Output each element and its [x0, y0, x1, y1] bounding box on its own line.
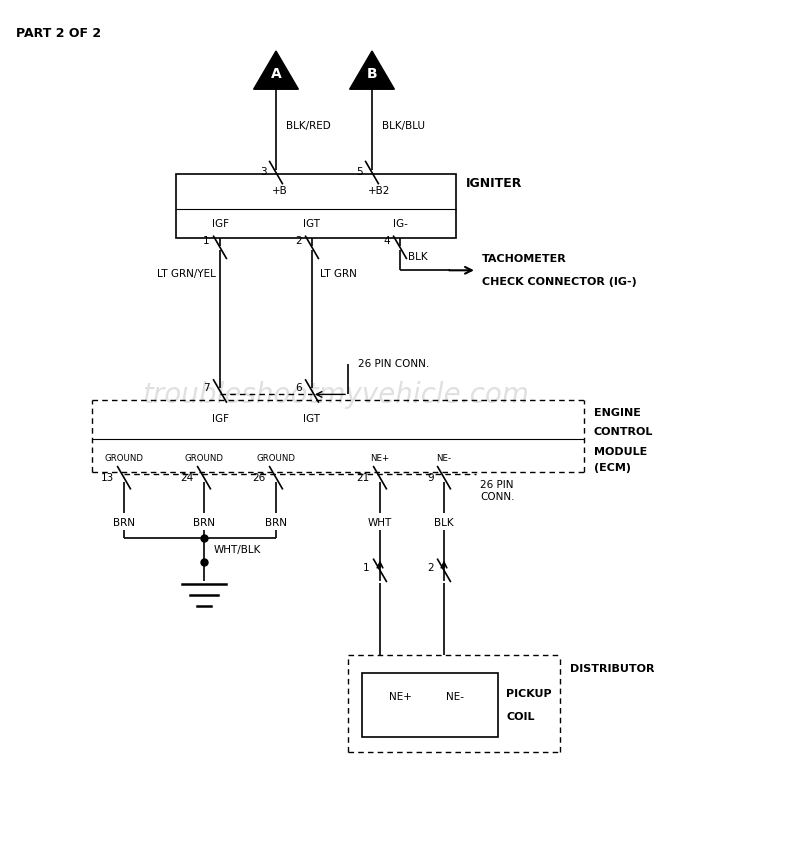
Text: NE-: NE-: [446, 693, 464, 702]
Text: LT GRN/YEL: LT GRN/YEL: [157, 269, 216, 279]
Text: BRN: BRN: [193, 518, 215, 528]
Bar: [362, 673, 498, 737]
Text: PART 2 OF 2: PART 2 OF 2: [16, 27, 101, 40]
Polygon shape: [254, 51, 298, 89]
Text: IGF: IGF: [211, 414, 229, 424]
Text: BLK/BLU: BLK/BLU: [382, 121, 426, 131]
Text: 1: 1: [363, 563, 370, 573]
Polygon shape: [350, 51, 394, 89]
Text: WHT/BLK: WHT/BLK: [214, 545, 261, 555]
Text: (ECM): (ECM): [594, 463, 630, 473]
Text: BRN: BRN: [265, 518, 287, 528]
Text: A: A: [270, 67, 282, 81]
Text: TACHOMETER: TACHOMETER: [482, 253, 566, 264]
Text: NE+: NE+: [370, 454, 390, 463]
Bar: [176, 174, 456, 238]
Text: CONTROL: CONTROL: [594, 427, 653, 437]
Text: NE-: NE-: [437, 454, 451, 463]
Text: IGNITER: IGNITER: [466, 178, 522, 190]
Text: CHECK CONNECTOR (IG-): CHECK CONNECTOR (IG-): [482, 277, 636, 287]
Text: 7: 7: [203, 383, 210, 394]
Text: 2: 2: [427, 563, 434, 573]
Text: troubleshootmyvehicle.com: troubleshootmyvehicle.com: [142, 382, 530, 409]
Text: BLK/RED: BLK/RED: [286, 121, 331, 131]
Text: 2: 2: [295, 236, 302, 246]
Text: B: B: [366, 67, 378, 81]
Text: LT GRN: LT GRN: [320, 269, 357, 279]
Text: 3: 3: [260, 167, 266, 177]
Text: 26 PIN CONN.: 26 PIN CONN.: [358, 359, 430, 369]
Text: 5: 5: [356, 167, 362, 177]
Text: COIL: COIL: [506, 711, 535, 722]
Text: +B: +B: [272, 186, 288, 196]
Text: 21: 21: [356, 473, 370, 484]
Text: ENGINE: ENGINE: [594, 407, 641, 417]
Text: GROUND: GROUND: [185, 454, 223, 463]
Text: DISTRIBUTOR: DISTRIBUTOR: [570, 664, 654, 674]
Text: GROUND: GROUND: [257, 454, 295, 463]
Text: 9: 9: [427, 473, 434, 484]
Text: BLK: BLK: [408, 252, 428, 262]
Text: +B2: +B2: [368, 186, 390, 196]
Text: IGT: IGT: [303, 219, 321, 229]
Text: IGF: IGF: [211, 219, 229, 229]
Text: WHT: WHT: [368, 518, 392, 528]
Text: 26: 26: [252, 473, 266, 484]
Text: IGT: IGT: [303, 414, 321, 424]
Text: NE+: NE+: [389, 693, 412, 702]
Text: 1: 1: [203, 236, 210, 246]
Text: 6: 6: [295, 383, 302, 394]
Text: MODULE: MODULE: [594, 446, 647, 456]
Text: 24: 24: [180, 473, 194, 484]
Text: PICKUP: PICKUP: [506, 688, 552, 699]
Text: 13: 13: [100, 473, 114, 484]
Text: CONN.: CONN.: [480, 492, 514, 502]
Text: BLK: BLK: [434, 518, 454, 528]
Text: 26 PIN: 26 PIN: [480, 480, 514, 490]
Text: BRN: BRN: [113, 518, 135, 528]
Text: GROUND: GROUND: [105, 454, 143, 463]
Text: IG-: IG-: [393, 219, 407, 229]
Text: 4: 4: [383, 236, 390, 246]
